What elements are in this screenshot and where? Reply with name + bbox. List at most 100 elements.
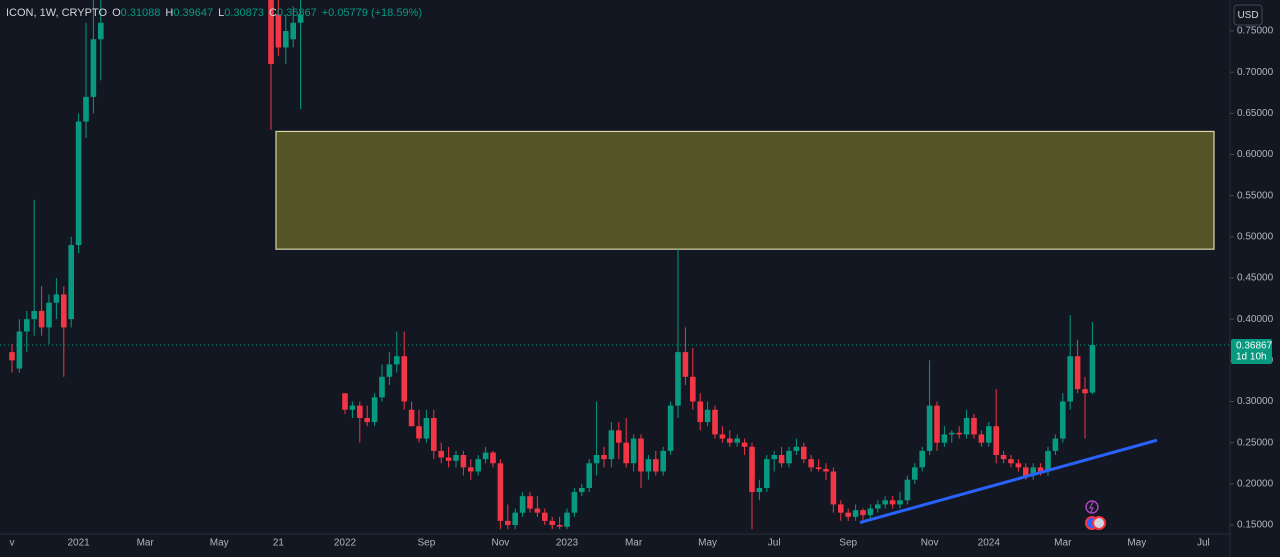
x-tick-label: May: [210, 538, 229, 549]
y-tick-label: 0.15000: [1237, 520, 1274, 531]
x-tick-label: Mar: [137, 538, 155, 549]
candle-body: [497, 463, 504, 521]
candle-body: [1074, 356, 1081, 390]
candle-body: [897, 500, 903, 505]
candle-body: [431, 417, 437, 451]
candle-body: [586, 463, 592, 488]
candle-body: [749, 446, 755, 493]
y-tick-label: 0.70000: [1237, 67, 1274, 78]
y-tick-label: 0.50000: [1237, 231, 1274, 242]
candle-body: [764, 459, 770, 488]
candle-body: [1089, 344, 1096, 393]
candle-body: [801, 446, 807, 460]
candle-body: [423, 417, 430, 439]
candle-body: [660, 450, 666, 472]
candle-body: [38, 310, 45, 328]
y-tick-label: 0.60000: [1237, 149, 1274, 160]
candle-body: [630, 438, 637, 464]
candle-body: [912, 467, 918, 480]
last-price-label: 0.36867: [1236, 341, 1273, 352]
candle-body: [268, 0, 274, 64]
plot: [0, 0, 1230, 530]
candle-body: [778, 455, 785, 464]
candle-body: [438, 450, 444, 458]
currency-button[interactable]: [1233, 4, 1263, 26]
candle-body: [386, 364, 393, 377]
candle-body: [845, 512, 851, 517]
y-tick-label: 0.55000: [1237, 190, 1274, 201]
candle-body: [682, 352, 689, 377]
legend-high: 0.39647: [173, 7, 213, 19]
x-tick-label: 21: [273, 538, 285, 549]
candle-body: [934, 405, 940, 443]
candle-body: [1023, 467, 1029, 476]
candle-body: [904, 479, 911, 501]
x-tick-label: v: [10, 538, 15, 549]
candle-body: [852, 510, 859, 517]
candle-body: [616, 430, 622, 443]
candle-body: [963, 417, 970, 435]
candle-body: [1082, 389, 1088, 394]
x-tick-label: Nov: [921, 538, 939, 549]
x-tick-label: Sep: [839, 538, 857, 549]
legend-high-label: H: [165, 7, 173, 19]
candle-body: [75, 121, 82, 246]
last-price-tag: [1231, 338, 1272, 364]
candle-body: [357, 405, 363, 418]
x-tick-label: Mar: [625, 538, 643, 549]
candle-body: [823, 469, 829, 472]
countdown: 1d 10h: [1236, 352, 1267, 363]
candle-body: [542, 512, 548, 521]
candle-body: [756, 487, 763, 493]
x-tick-label: 2021: [67, 538, 90, 549]
candle-body: [653, 459, 659, 472]
candle-body: [556, 525, 563, 527]
candle-body: [416, 426, 422, 439]
candle-body: [971, 417, 977, 435]
candle-body: [830, 471, 837, 505]
candle-body: [505, 520, 511, 525]
candle-body: [445, 457, 452, 461]
legend: ICON, 1W, CRYPTO O0.31088 H0.39647 L0.30873…: [6, 7, 422, 19]
candle-body: [623, 442, 629, 464]
candle-body: [90, 39, 97, 97]
x-tick-label: 2023: [556, 538, 579, 549]
candle-body: [926, 405, 933, 451]
candle-body: [1052, 438, 1059, 451]
candle-body: [297, 14, 304, 23]
candle-body: [1008, 459, 1014, 464]
candle-body: [519, 496, 526, 513]
y-tick-label: 0.75000: [1237, 26, 1274, 37]
candle-body: [401, 356, 407, 402]
candle-body: [860, 510, 866, 516]
legend-low-label: L: [218, 7, 224, 19]
candle-body: [867, 508, 874, 516]
y-tick-label: 0.40000: [1237, 314, 1274, 325]
candle-body: [808, 459, 814, 468]
candle-body: [793, 446, 800, 451]
candle-body: [527, 496, 533, 509]
candle-body: [712, 409, 718, 435]
candle-body: [379, 376, 385, 398]
candle-body: [512, 512, 518, 525]
legend-close-label: C: [269, 7, 277, 19]
zone: [275, 130, 1215, 250]
candle-body: [771, 455, 777, 460]
candle-body: [667, 405, 674, 451]
flag-icon[interactable]: [1092, 516, 1106, 530]
candle-body: [734, 438, 740, 443]
candle-body: [349, 405, 356, 410]
candle-body: [53, 294, 60, 303]
x-tick-label: May: [698, 538, 717, 549]
candle-body: [564, 512, 570, 527]
candle-body: [1037, 467, 1044, 472]
event-icon[interactable]: [1085, 500, 1099, 514]
candle-body: [371, 397, 378, 423]
candle-body: [719, 434, 726, 439]
legend-low: 0.30873: [224, 7, 264, 19]
candle-body: [9, 352, 15, 361]
candle-body: [98, 22, 104, 40]
y-tick-label: 0.45000: [1237, 273, 1274, 284]
legend-symbol: ICON, 1W, CRYPTO: [6, 7, 108, 19]
candle-body: [889, 500, 896, 505]
